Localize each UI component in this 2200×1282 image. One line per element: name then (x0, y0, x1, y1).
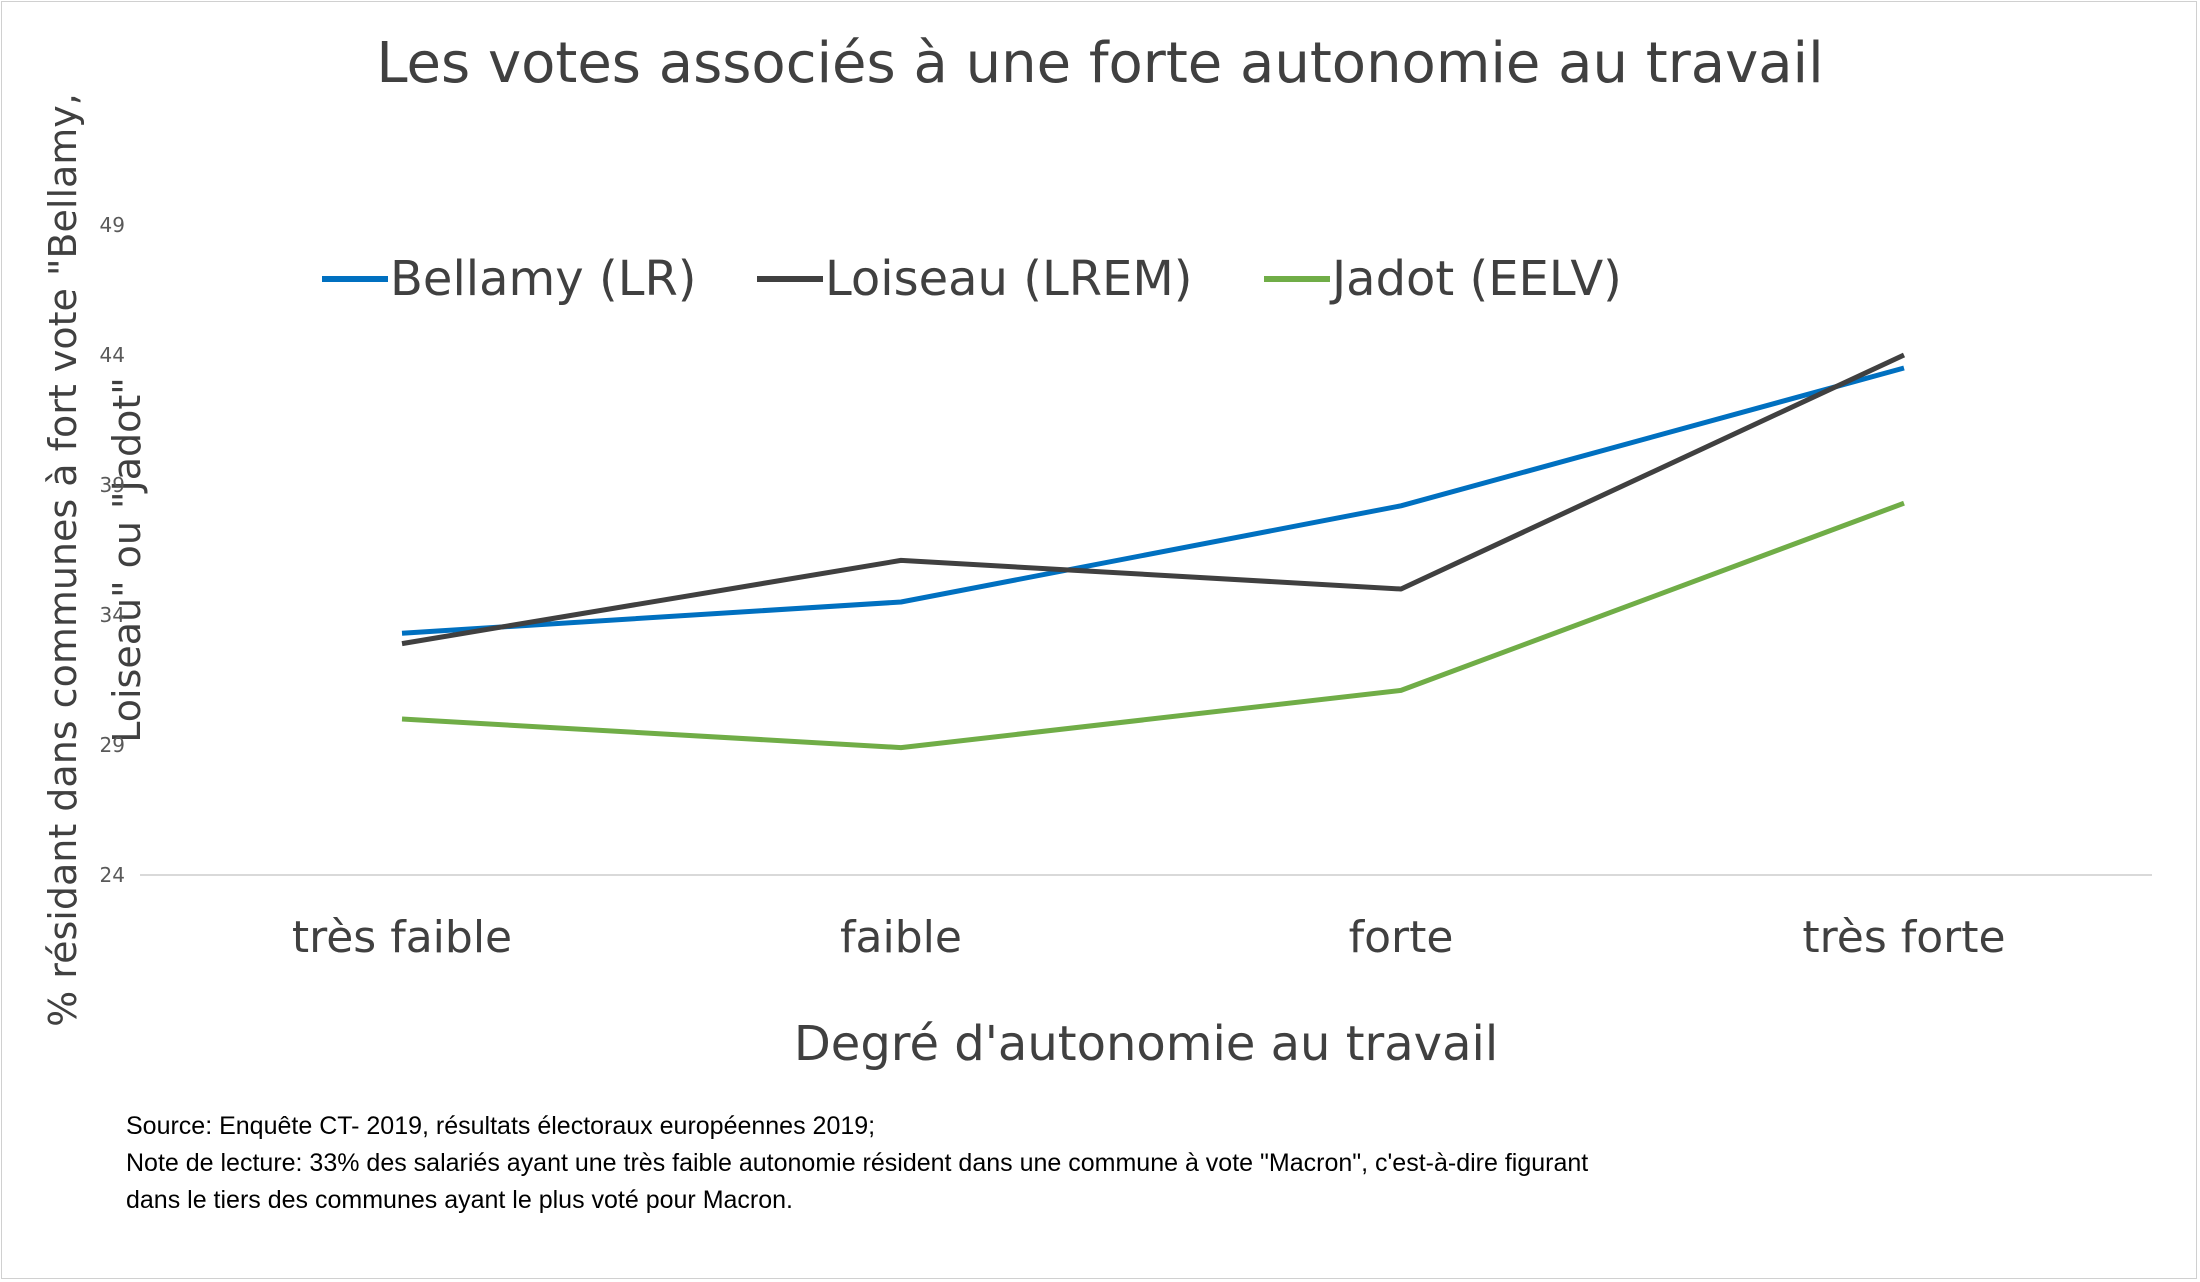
series-line-jadot (401, 500, 1905, 751)
y-tick-label: 49 (100, 213, 125, 237)
y-axis-label-line-2: Loiseau" ou "Jadot" (105, 377, 149, 743)
legend-label-loiseau: Loiseau (LREM) (825, 251, 1193, 307)
y-axis-label-line-1: % résidant dans communes à fort vote "Be… (41, 93, 85, 1027)
x-tick-label: très faible (292, 912, 512, 963)
series-line-bellamy (401, 365, 1905, 636)
x-tick-label: très forte (1802, 912, 2005, 963)
y-tick-label: 24 (100, 863, 125, 887)
source-note: Source: Enquête CT- 2019, résultats élec… (126, 1108, 2126, 1219)
y-tick-label: 29 (100, 733, 125, 757)
series-lines (401, 352, 1906, 751)
x-axis-title: Degré d'autonomie au travail (794, 1016, 1498, 1072)
x-tick-label: faible (840, 912, 962, 963)
series-line-loiseau (401, 352, 1906, 647)
legend-label-bellamy: Bellamy (LR) (390, 251, 697, 307)
y-tick-labels: 24 29 34 39 44 49 (100, 213, 125, 887)
y-tick-label: 44 (100, 343, 125, 367)
legend-label-jadot: Jadot (EELV) (1329, 251, 1622, 307)
note-line-1: Note de lecture: 33% des salariés ayant … (126, 1149, 1589, 1177)
x-tick-label: forte (1349, 912, 1454, 963)
note-line-2: dans le tiers des communes ayant le plus… (126, 1186, 794, 1214)
x-tick-labels: très faible faible forte très forte (292, 912, 2006, 963)
source-line: Source: Enquête CT- 2019, résultats élec… (126, 1112, 876, 1140)
y-tick-label: 39 (100, 473, 125, 497)
chart-title: Les votes associés à une forte autonomie… (376, 31, 1823, 96)
y-tick-label: 34 (100, 603, 125, 627)
y-axis-label: % résidant dans communes à fort vote "Be… (41, 93, 149, 1027)
legend: Bellamy (LR) Loiseau (LREM) Jadot (EELV) (322, 251, 1622, 307)
